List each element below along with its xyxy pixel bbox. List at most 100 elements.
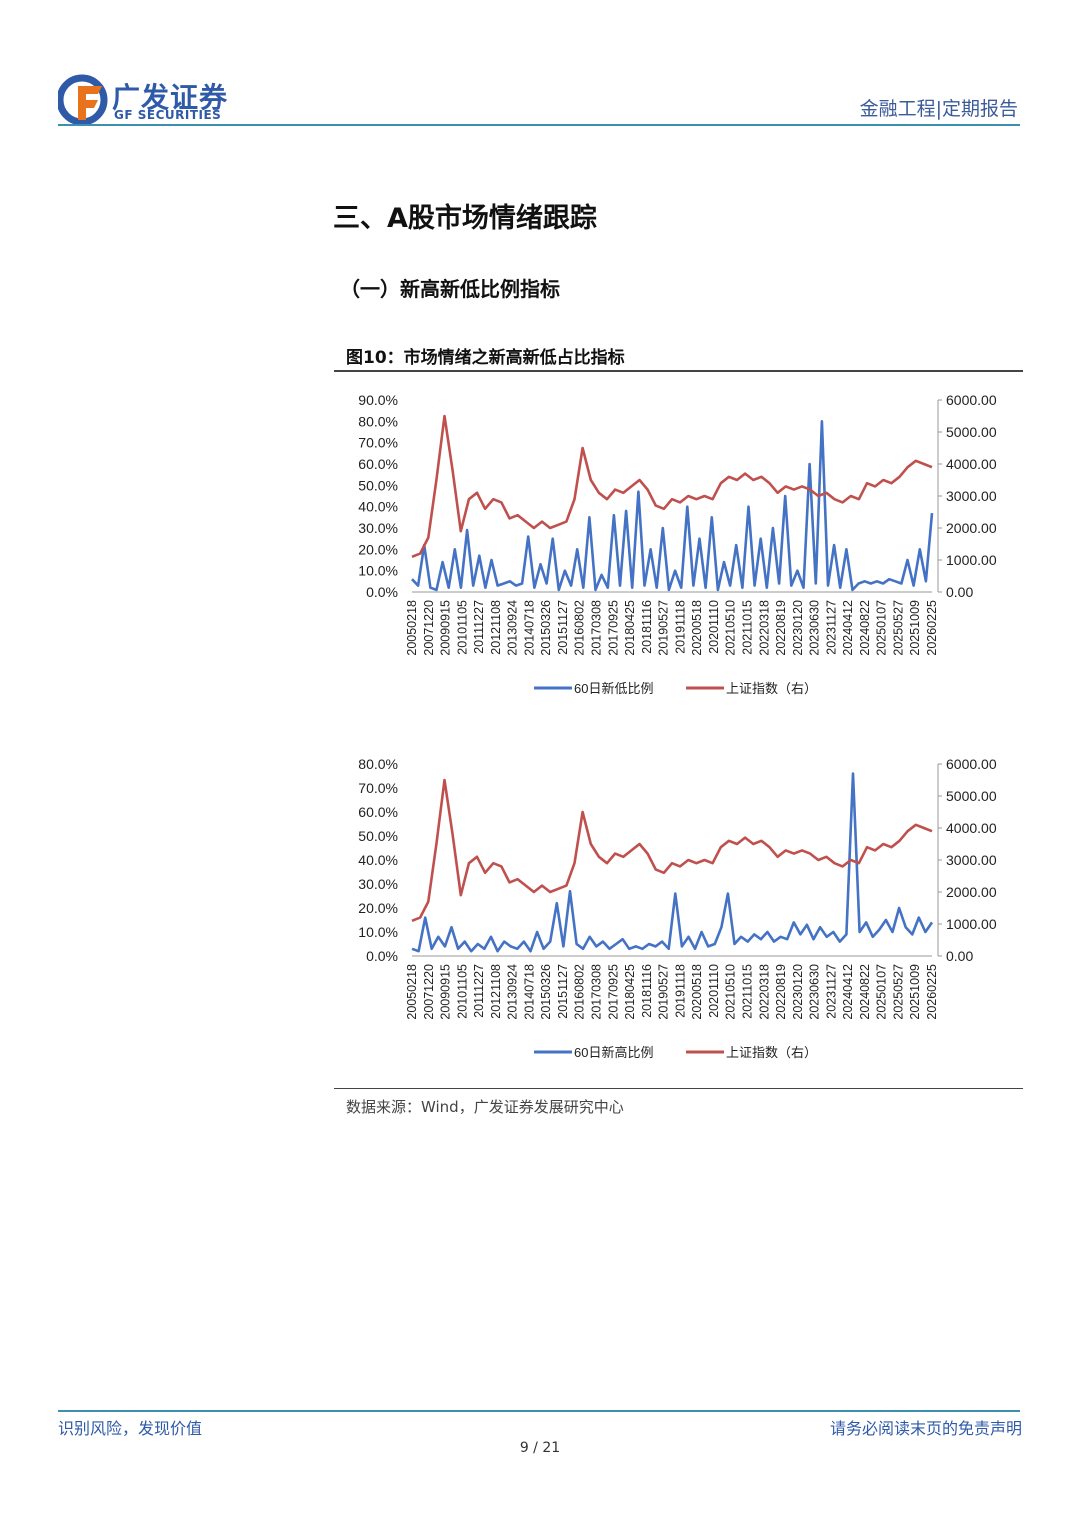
page-number: 9 / 21 (519, 1440, 561, 1456)
x-tick-label: 20250107 (875, 964, 889, 1020)
x-tick-label: 20251009 (908, 600, 922, 656)
x-tick-label: 20230120 (791, 600, 805, 656)
y-left-tick-label: 60.0% (358, 456, 398, 472)
x-tick-label: 20101105 (455, 964, 469, 1019)
y-right-tick-label: 5000.00 (946, 788, 997, 804)
x-tick-label: 20211015 (740, 964, 754, 1019)
y-left-tick-label: 80.0% (358, 756, 398, 772)
y-left-tick-label: 70.0% (358, 780, 398, 796)
x-tick-label: 20130924 (506, 964, 520, 1020)
x-tick-label: 20200518 (690, 600, 704, 656)
x-tick-label: 20231127 (824, 600, 838, 655)
legend-label: 60日新低比例 (574, 681, 653, 696)
x-tick-label: 20230630 (808, 964, 822, 1020)
x-tick-label: 20230630 (808, 600, 822, 656)
footer-disclaimer: 请务必阅读末页的免责声明 (829, 1419, 1022, 1438)
figure-label: 图10：市场情绪之新高新低占比指标 (346, 348, 625, 368)
y-right-tick-label: 6000.00 (946, 392, 997, 408)
y-left-tick-label: 50.0% (358, 828, 398, 844)
x-tick-label: 20260225 (925, 964, 939, 1020)
y-right-tick-label: 2000.00 (946, 520, 997, 536)
x-tick-label: 20190527 (657, 964, 671, 1020)
x-tick-label: 20230120 (791, 964, 805, 1020)
x-tick-label: 20250107 (875, 600, 889, 656)
y-left-tick-label: 0.0% (366, 584, 398, 600)
brand-name-en: GF SECURITIES (114, 108, 222, 122)
report-type: 金融工程|定期报告 (859, 98, 1018, 120)
legend-label: 上证指数（右） (726, 1045, 817, 1060)
y-right-tick-label: 5000.00 (946, 424, 997, 440)
x-tick-label: 20250527 (891, 600, 905, 656)
y-left-tick-label: 50.0% (358, 477, 398, 493)
x-tick-label: 20071220 (422, 600, 436, 656)
y-right-tick-label: 0.00 (946, 584, 973, 600)
x-tick-label: 20220318 (757, 964, 771, 1020)
x-tick-label: 20050218 (405, 600, 419, 656)
series-line-ratio (411, 772, 934, 953)
x-tick-label: 20111227 (472, 600, 486, 654)
y-left-tick-label: 40.0% (358, 499, 398, 515)
y-left-tick-label: 0.0% (366, 948, 398, 964)
x-tick-label: 20220819 (774, 600, 788, 656)
x-tick-label: 20140718 (522, 964, 536, 1020)
x-tick-label: 20150326 (539, 964, 553, 1020)
y-left-tick-label: 70.0% (358, 435, 398, 451)
x-tick-label: 20090915 (439, 600, 453, 656)
brand-name-cn: 广发证券 (112, 81, 229, 114)
x-tick-label: 20220318 (757, 600, 771, 656)
x-tick-label: 20191118 (673, 600, 687, 654)
x-tick-label: 20160802 (573, 964, 587, 1020)
legend-label: 上证指数（右） (726, 681, 817, 696)
brand-logo (56, 72, 258, 128)
x-tick-label: 20231127 (824, 964, 838, 1019)
series-line-index (411, 778, 933, 923)
y-right-tick-label: 6000.00 (946, 756, 997, 772)
header-divider (58, 124, 1020, 126)
x-tick-label: 20250527 (891, 964, 905, 1020)
x-tick-label: 20240412 (841, 964, 855, 1020)
x-tick-label: 20240412 (841, 600, 855, 656)
x-tick-label: 20210510 (724, 964, 738, 1020)
x-tick-label: 20260225 (925, 600, 939, 656)
x-tick-label: 20170925 (606, 600, 620, 656)
legend-label: 60日新高比例 (574, 1045, 653, 1060)
x-tick-label: 20181116 (640, 600, 654, 654)
x-tick-label: 20101105 (455, 600, 469, 655)
x-tick-label: 20050218 (405, 964, 419, 1020)
x-tick-label: 20170308 (590, 600, 604, 656)
y-left-tick-label: 30.0% (358, 876, 398, 892)
y-left-tick-label: 40.0% (358, 852, 398, 868)
gf-logo-icon (56, 74, 108, 126)
x-tick-label: 20090915 (439, 964, 453, 1020)
y-left-tick-label: 20.0% (358, 541, 398, 557)
x-tick-label: 20170308 (590, 964, 604, 1020)
y-left-tick-label: 20.0% (358, 900, 398, 916)
y-left-tick-label: 10.0% (358, 563, 398, 579)
sub-title: （一）新高新低比例指标 (340, 277, 560, 301)
y-right-tick-label: 4000.00 (946, 820, 997, 836)
x-tick-label: 20180425 (623, 600, 637, 656)
y-left-tick-label: 30.0% (358, 520, 398, 536)
x-tick-label: 20130924 (506, 600, 520, 656)
x-tick-label: 20160802 (573, 600, 587, 656)
footer-divider (58, 1410, 1020, 1412)
figure-top-rule (334, 370, 1023, 372)
x-tick-label: 20211015 (740, 600, 754, 655)
x-tick-label: 20151127 (556, 964, 570, 1019)
section-title: 三、A股市场情绪跟踪 (333, 203, 597, 234)
x-tick-label: 20180425 (623, 964, 637, 1020)
x-tick-label: 20220819 (774, 964, 788, 1020)
x-tick-label: 20111227 (472, 964, 486, 1018)
y-left-tick-label: 80.0% (358, 413, 398, 429)
x-tick-label: 20121108 (489, 964, 503, 1019)
y-left-tick-label: 90.0% (358, 392, 398, 408)
y-right-tick-label: 4000.00 (946, 456, 997, 472)
x-tick-label: 20150326 (539, 600, 553, 656)
x-tick-label: 20251009 (908, 964, 922, 1020)
x-tick-label: 20170925 (606, 964, 620, 1020)
figure-bottom-rule (334, 1088, 1023, 1089)
x-tick-label: 20191118 (673, 964, 687, 1018)
y-left-tick-label: 10.0% (358, 924, 398, 940)
x-tick-label: 20210510 (724, 600, 738, 656)
y-right-tick-label: 3000.00 (946, 852, 997, 868)
